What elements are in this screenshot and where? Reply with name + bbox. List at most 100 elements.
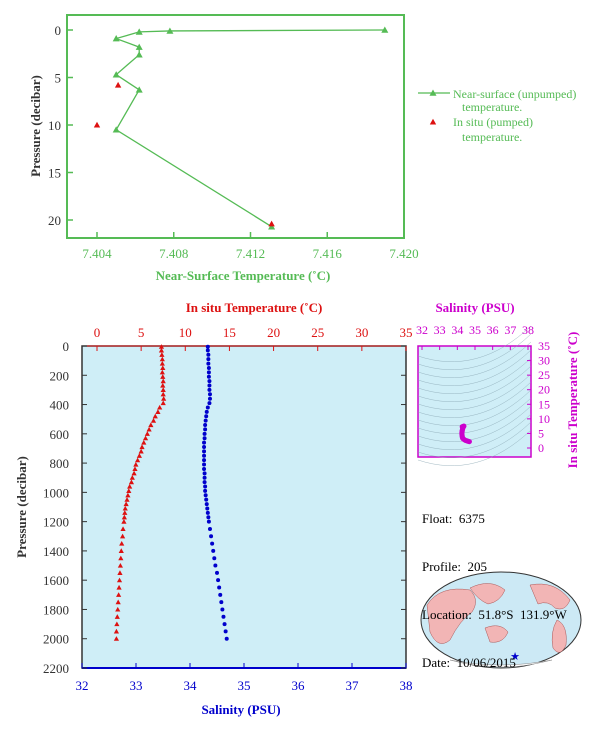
temperature-point: [127, 483, 133, 489]
salinity-point: [204, 497, 209, 502]
salinity-point: [206, 357, 211, 362]
salinity-point: [218, 592, 223, 597]
temperature-point: [122, 510, 128, 515]
temperature-point: [148, 422, 154, 428]
ts-salinity-tick-label: 34: [451, 323, 463, 337]
ts-salinity-tick-label: 36: [487, 323, 499, 337]
temperature-point: [160, 400, 166, 406]
ts-temperature-tick-label: 20: [538, 383, 550, 397]
temperature-point: [114, 621, 120, 627]
ts-salinity-title: Salinity (PSU): [435, 300, 514, 315]
near-surface-point: [112, 35, 120, 42]
salinity-point: [204, 409, 209, 414]
location-value: 51.8°S 131.9°W: [478, 607, 567, 622]
float-location-marker-icon: ★: [510, 651, 520, 663]
salinity-point: [209, 534, 214, 539]
salinity-point: [203, 484, 208, 489]
location-map: ★: [420, 571, 582, 669]
salinity-point: [202, 462, 207, 467]
profile-label: Profile:: [422, 559, 461, 574]
salinity-point: [205, 506, 210, 511]
density-contour: [417, 421, 532, 458]
salinity-point: [202, 436, 207, 441]
float-value: 6375: [458, 511, 485, 526]
salinity-tick-label: 33: [130, 678, 143, 693]
ts-temperature-tick-label: 10: [538, 412, 550, 426]
ts-salinity-tick-label: 32: [416, 323, 428, 337]
x-tick-label: 7.412: [236, 246, 265, 261]
in-situ-point: [93, 121, 101, 128]
legend-label-in-situ-2: temperature.: [462, 130, 522, 144]
temperature-point: [131, 470, 137, 476]
x-axis-title: Near-Surface Temperature (˚C): [156, 268, 331, 283]
temperature-tick-label: 5: [138, 325, 145, 340]
salinity-point: [207, 392, 212, 397]
legend-label-near-surface-2: temperature.: [462, 100, 522, 114]
map-landmass-asia-africa: [426, 588, 476, 644]
x-tick-label: 7.404: [82, 246, 112, 261]
salinity-point: [207, 396, 212, 401]
ts-salinity-tick-label: 37: [504, 323, 516, 337]
ts-temperature-tick-label: 35: [538, 339, 550, 353]
temperature-point: [138, 448, 144, 454]
pressure-tick-label: 1400: [43, 544, 69, 559]
ts-temperature-title: In situ Temperature (˚C): [565, 332, 580, 469]
temperature-point: [136, 453, 142, 458]
x-tick-label: 7.420: [389, 246, 418, 261]
pressure-tick-label: 2200: [43, 661, 69, 676]
salinity-tick-label: 34: [184, 678, 198, 693]
temperature-point: [157, 404, 163, 410]
salinity-point: [206, 374, 211, 379]
ts-temperature-tick-label: 5: [538, 426, 544, 440]
salinity-tick-label: 32: [76, 678, 89, 693]
pressure-tick-label: 1200: [43, 515, 69, 530]
pressure-tick-label: 0: [63, 339, 70, 354]
x-tick-label: 7.416: [313, 246, 343, 261]
salinity-point: [202, 475, 207, 480]
map-landmass-australia: [484, 625, 509, 643]
salinity-tick-label: 35: [238, 678, 251, 693]
temperature-point: [159, 356, 165, 362]
density-contour: [417, 397, 532, 434]
map-landmass-south-america: [551, 619, 567, 653]
pressure-tick-label: 400: [50, 398, 70, 413]
near-surface-point: [135, 28, 143, 35]
temperature-point: [124, 497, 130, 502]
ts-salinity-tick-label: 35: [469, 323, 481, 337]
location-label: Location:: [422, 607, 472, 622]
ts-plot-frame: [417, 345, 532, 458]
salinity-point: [219, 600, 224, 605]
temperature-point: [125, 492, 131, 498]
temperature-tick-label: 0: [94, 325, 101, 340]
near-surface-plot-frame: [66, 14, 405, 239]
near-surface-point: [135, 43, 143, 50]
in-situ-point: [268, 220, 275, 227]
temperature-point: [158, 347, 165, 353]
salinity-point: [216, 578, 221, 583]
density-contour: [417, 413, 532, 450]
salinity-point: [207, 526, 212, 531]
salinity-point: [212, 556, 217, 561]
salinity-point: [203, 423, 208, 428]
temperature-point: [129, 475, 135, 480]
temperature-point: [146, 426, 152, 432]
salinity-point: [207, 379, 212, 384]
temperature-tick-label: 20: [267, 325, 280, 340]
y-tick-label: 15: [48, 166, 61, 181]
temperature-point: [126, 488, 132, 493]
legend-label-near-surface: Near-surface (unpumped): [453, 87, 576, 101]
salinity-point: [203, 418, 208, 423]
salinity-point: [203, 488, 208, 493]
salinity-point: [202, 458, 207, 463]
temperature-point: [142, 435, 149, 441]
density-contour: [417, 405, 532, 442]
ts-salinity-tick-label: 38: [522, 323, 534, 337]
salinity-point: [207, 383, 212, 388]
salinity-point: [206, 352, 211, 357]
temperature-point: [158, 344, 165, 349]
date-value: 10/06/2015: [456, 655, 516, 670]
pressure-tick-label: 600: [50, 427, 70, 442]
near-surface-point: [135, 86, 143, 93]
salinity-point: [203, 427, 208, 432]
